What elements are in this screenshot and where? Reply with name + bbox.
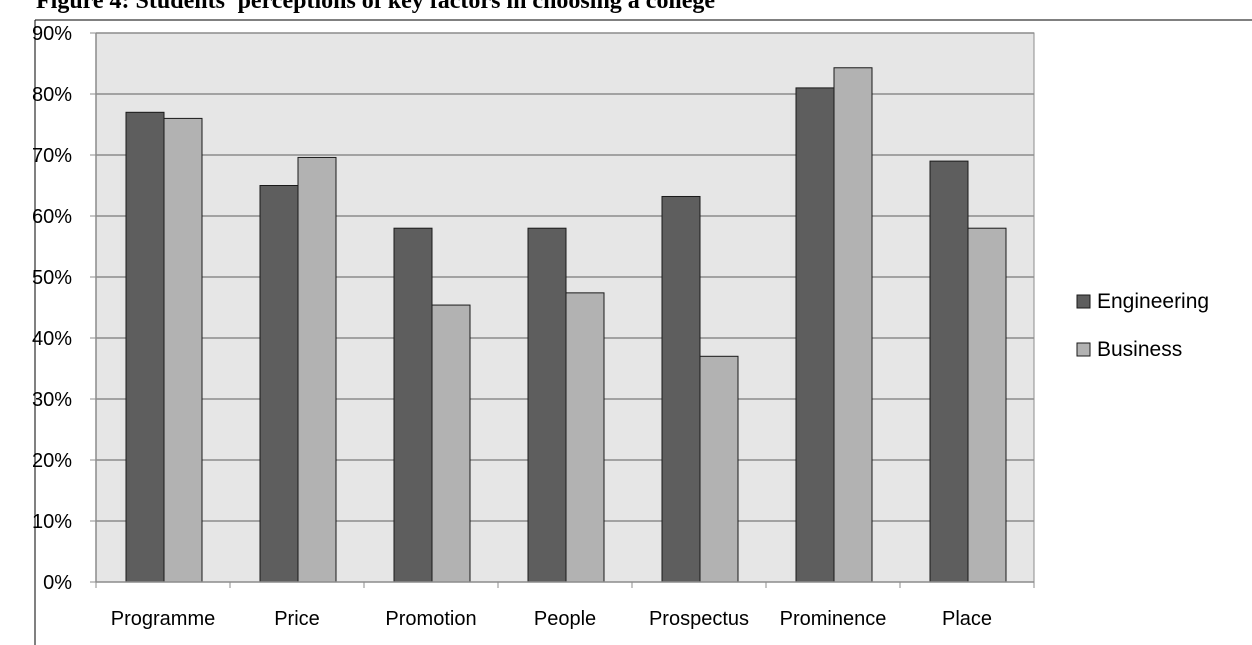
bar-business-programme [163,117,203,583]
bar-engineering-promotion [393,227,433,583]
legend-swatch-business [1076,342,1091,357]
y-tick-label: 30% [32,389,72,411]
x-tick-label: Programme [111,608,215,630]
chart-title: Figure 4: Students' perceptions of key f… [36,0,716,14]
bar-business-prospectus [699,355,739,583]
x-tick-label: Place [942,608,992,630]
y-tick-label: 40% [32,328,72,350]
y-tick-label: 10% [32,511,72,533]
bar-engineering-prominence [795,87,835,583]
y-tick-label: 90% [32,23,72,45]
y-tick-label: 50% [32,267,72,289]
y-tick-label: 60% [32,206,72,228]
legend-swatch-engineering [1076,294,1091,309]
bar-business-people [565,292,605,583]
x-tick-label: Prominence [780,608,887,630]
x-tick-label: Prospectus [649,608,749,630]
bar-engineering-people [527,227,567,583]
bar-engineering-price [259,185,299,583]
bar-engineering-prospectus [661,195,701,583]
bar-engineering-place [929,160,969,583]
bar-business-place [967,227,1007,583]
y-tick-label: 20% [32,450,72,472]
bar-business-prominence [833,67,873,583]
chart-title-strip: Figure 4: Students' perceptions of key f… [0,0,1252,20]
legend-label-business: Business [1097,338,1182,361]
y-tick-label: 70% [32,145,72,167]
y-tick-label: 0% [43,572,72,594]
bar-business-price [297,156,337,583]
bar-engineering-programme [125,111,165,583]
x-tick-label: Promotion [385,608,476,630]
x-tick-label: Price [274,608,320,630]
bar-business-promotion [431,304,471,583]
legend-label-engineering: Engineering [1097,290,1209,313]
x-tick-label: People [534,608,596,630]
y-tick-label: 80% [32,84,72,106]
